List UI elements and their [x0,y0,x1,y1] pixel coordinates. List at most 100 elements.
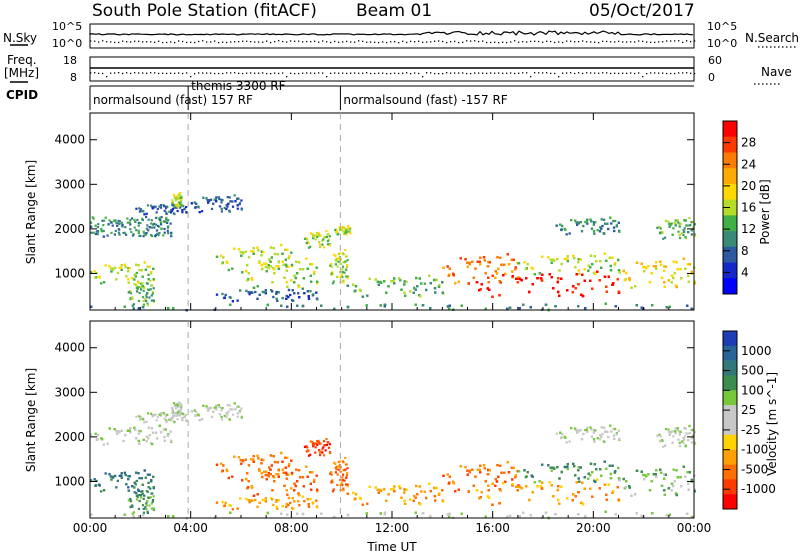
echo-cell [600,218,603,221]
nave-point [286,76,288,78]
echo-cell [345,268,348,271]
echo-cell [677,221,680,224]
echo-cell [581,273,584,276]
echo-cell [316,490,319,493]
echo-cell [137,432,140,435]
echo-cell [376,280,379,283]
echo-cell [328,443,331,446]
nave-point [214,72,216,75]
echo-cell [122,439,125,443]
echo-cell [341,276,344,279]
echo-cell [500,263,503,266]
echo-cell [94,232,97,235]
echo-cell [145,296,148,299]
echo-cell [566,257,569,261]
echo-cell [101,219,104,222]
echo-cell [387,493,390,496]
echo-cell [383,488,386,491]
echo-cell [146,510,149,513]
echo-cell [399,279,402,282]
echo-cell [146,302,149,305]
echo-cell [281,505,284,508]
echo-cell [137,229,140,232]
echo-cell [343,271,346,274]
echo-cell [354,493,358,496]
echo-cell [293,281,296,284]
echo-cell [172,414,175,417]
echo-cell [327,238,331,241]
echo-cell [329,244,332,247]
nsearch-point [414,41,416,43]
echo-cell [225,204,228,207]
echo-cell [111,224,114,227]
echo-cell [305,445,308,448]
echo-cell [478,289,481,292]
echo-cell [127,278,130,281]
echo-cell [305,241,309,244]
echo-cell [271,281,274,284]
echo-cell [96,226,100,229]
nave-point [194,72,196,75]
echo-cell [129,298,132,301]
cpid-segment-label: normalsound (fast) 157 RF [93,93,253,107]
echo-cell [435,278,438,282]
echo-cell [667,220,670,223]
echo-cell [338,464,341,467]
echo-cell [246,487,249,490]
nave-point [678,72,680,74]
echo-cell [277,291,280,294]
echo-cell [566,289,569,292]
echo-cell [366,294,369,297]
echo-cell [311,440,314,444]
echo-cell [377,491,380,494]
cpid-segment-label: normalsound (fast) -157 RF [343,93,507,107]
echo-cell [141,490,144,493]
echo-cell [260,462,263,465]
echo-cell [102,224,105,227]
echo-cell [178,205,181,208]
nsearch-point [586,41,588,43]
echo-cell [353,498,356,501]
echo-cell [687,231,690,234]
echo-cell [151,292,154,295]
nave-point [622,72,624,74]
nsearch-point [602,40,604,42]
echo-cell [150,271,153,274]
echo-cell [344,260,347,263]
echo-cell [442,266,445,269]
echo-cell [325,443,328,446]
echo-cell [93,478,96,481]
echo-cell [609,269,613,272]
echo-cell [218,197,221,201]
echo-cell [468,262,471,266]
echo-cell [154,234,157,237]
echo-cell [271,498,274,501]
echo-cell [145,440,148,443]
echo-cell [387,285,390,288]
echo-cell [162,428,165,431]
echo-cell [171,416,175,419]
echo-cell [108,427,111,430]
echo-cell [312,501,315,504]
echo-cell [122,231,125,235]
echo-cell [342,279,345,282]
echo-cell [160,216,163,219]
echo-cell [316,235,319,238]
echo-region-6 [215,451,294,480]
echo-cell [162,220,165,223]
echo-cell [298,285,301,289]
echo-cell [223,504,226,507]
echo-cell [341,271,344,274]
echo-cell [342,461,345,464]
echo-cell [297,500,300,503]
nave-point [218,72,220,75]
echo-cell [528,290,531,294]
echo-cell [361,503,364,506]
echo-cell [317,233,320,236]
echo-cell [90,221,93,224]
echo-cell [176,417,179,421]
echo-cell [290,279,293,282]
echo-cell [177,202,180,205]
echo-region-12 [346,274,445,298]
echo-cell [307,241,310,244]
